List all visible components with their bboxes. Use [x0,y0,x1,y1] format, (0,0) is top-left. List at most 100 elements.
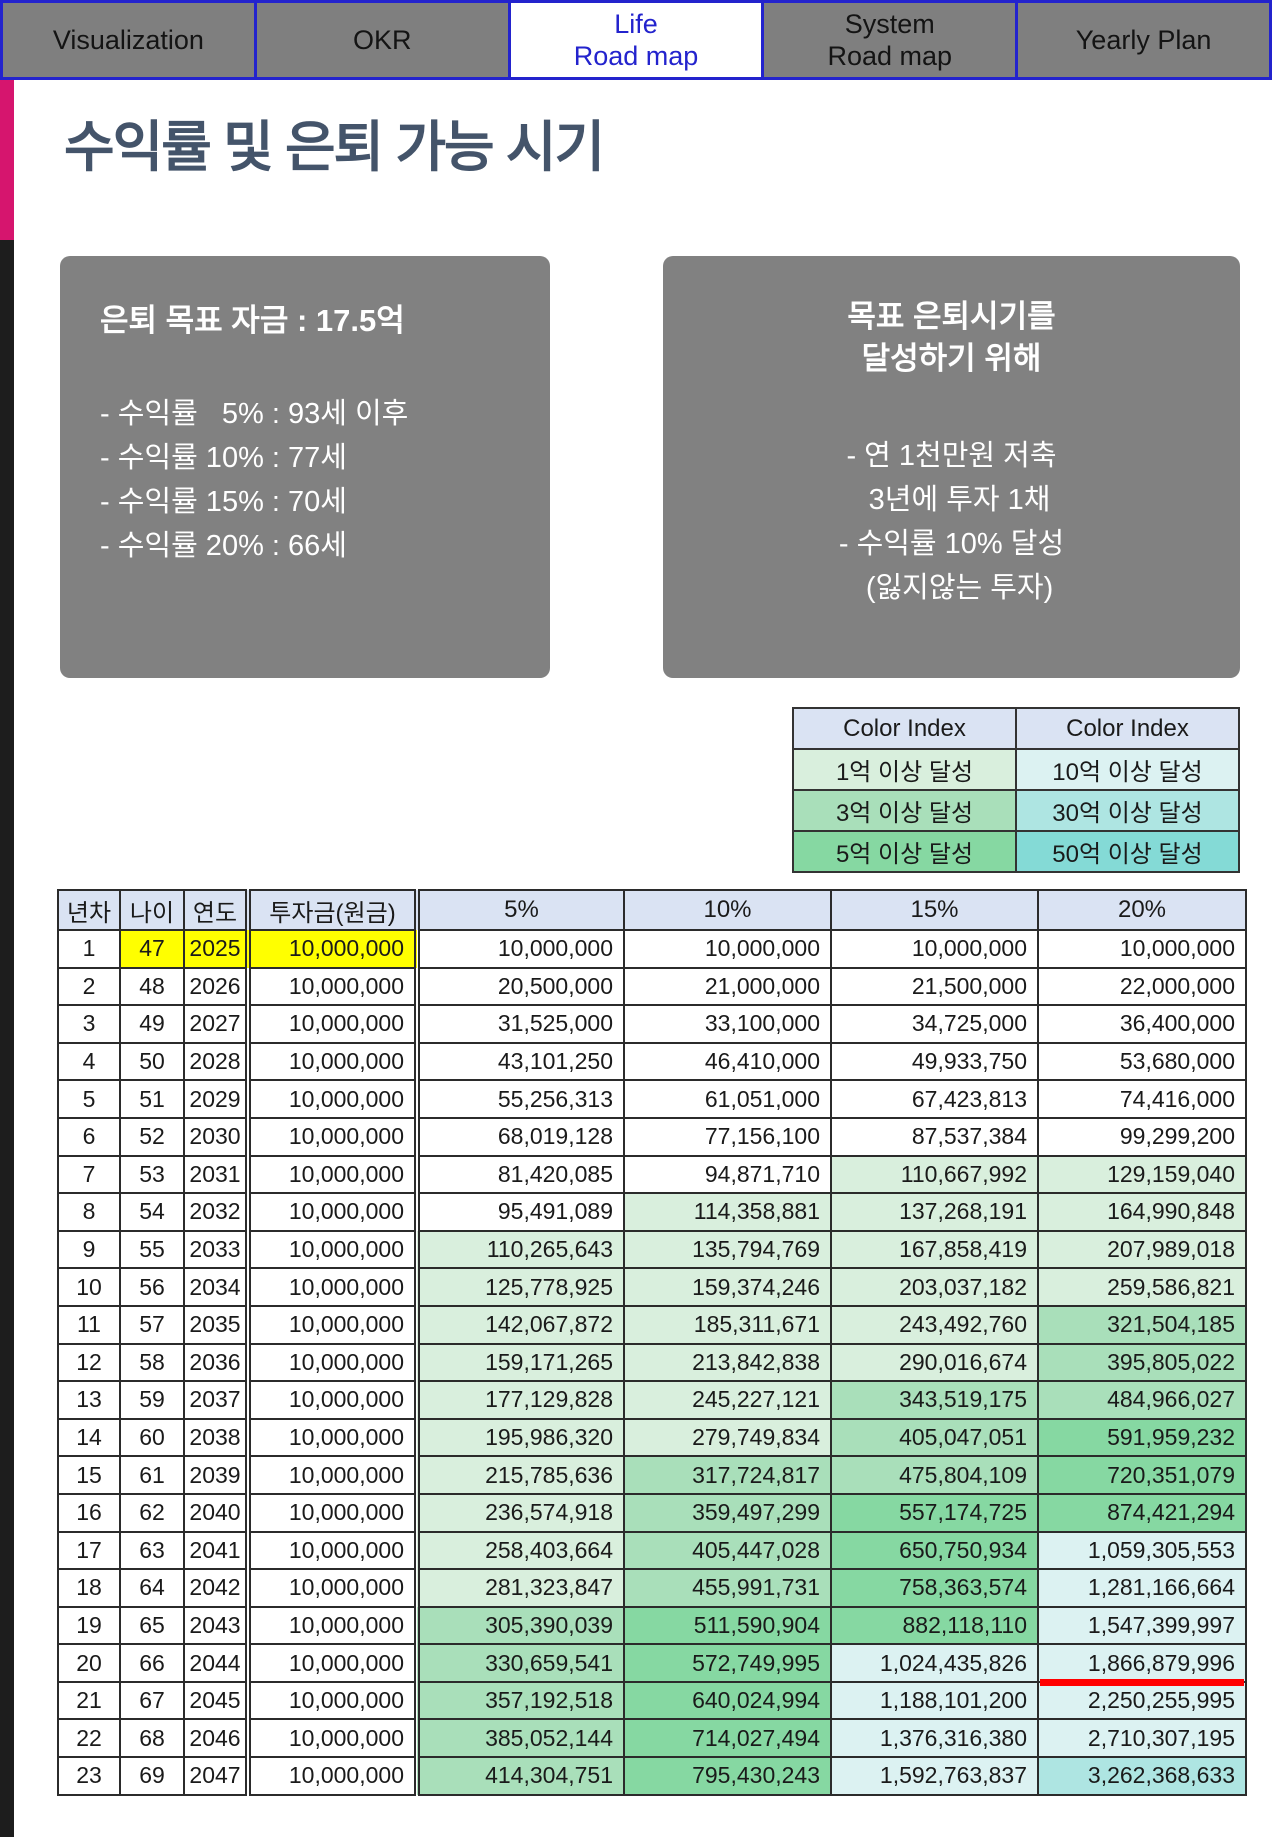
table-cell: 2036 [183,1342,249,1383]
table-cell: 10,000,000 [245,1605,418,1646]
table-cell: 48 [119,966,185,1007]
strategy-box: 목표 은퇴시기를 달성하기 위해 - 연 1천만원 저축 3년에 투자 1채 - 수… [663,256,1240,678]
table-cell: 714,027,494 [623,1718,832,1759]
table-cell: 142,067,872 [414,1304,625,1345]
table-cell: 2035 [183,1304,249,1345]
table-cell: 290,016,674 [830,1342,1039,1383]
tab-life-road-map[interactable]: Life Road map [510,3,765,77]
tab-label: Road map [827,41,953,71]
table-cell: 2043 [183,1605,249,1646]
table-cell: 1,281,166,664 [1037,1568,1247,1608]
strategy-title-line: 목표 은퇴시기를 [847,299,1056,334]
table-cell: 395,805,022 [1037,1342,1247,1383]
table-cell: 8 [57,1192,121,1232]
table-cell: 215,785,636 [414,1455,625,1495]
table-cell: 10,000,000 [245,1304,418,1345]
projection-table-wrap: 년차 나이 연도 투자금(원금) 5% 10% 15% 20% 1 47 2025 10,000,0… [57,889,1247,1796]
table-cell: 46,410,000 [623,1041,832,1082]
table-cell: 207,989,018 [1037,1229,1247,1270]
table-row: 13 59 2037 10,000,000 177,129,828 245,227,121… [57,1380,1247,1420]
table-cell: 7 [57,1154,121,1195]
table-row: 11 57 2035 10,000,000 142,067,872 185,311,671… [57,1304,1247,1345]
table-cell: 10,000,000 [245,1116,418,1157]
table-row: 7 53 2031 10,000,000 81,420,085 94,871,710 110… [57,1154,1247,1195]
retirement-goal-lines: - 수익률 5% : 93세 이후 - 수익률 10% : 77세 - 수익률 15… [100,392,550,568]
table-cell: 51 [119,1079,185,1119]
table-cell: 74,416,000 [1037,1079,1247,1119]
column-header: 15% [830,889,1039,931]
table-cell: 1,059,305,553 [1037,1530,1247,1571]
table-cell: 10,000,000 [245,1342,418,1383]
table-cell: 10,000,000 [245,1455,418,1495]
table-cell: 511,590,904 [623,1605,832,1646]
table-cell: 484,966,027 [1037,1380,1247,1420]
table-row: 5 51 2029 10,000,000 55,256,313 61,051,000 67,… [57,1079,1247,1119]
tab-yearly-plan[interactable]: Yearly Plan [1018,3,1269,77]
table-row: 15 61 2039 10,000,000 215,785,636 317,724,817… [57,1455,1247,1495]
table-cell: 2026 [183,966,249,1007]
table-cell: 10,000,000 [245,1417,418,1458]
table-cell: 10,000,000 [245,1004,418,1044]
tab-system-road-map[interactable]: System Road map [764,3,1019,77]
table-cell: 10,000,000 [245,966,418,1007]
table-cell: 22,000,000 [1037,966,1247,1007]
table-row: 22 68 2046 10,000,000 385,052,144 714,027,494… [57,1718,1247,1759]
goal-line: - 수익률 20% : 66세 [100,530,347,562]
tab-okr[interactable]: OKR [256,3,511,77]
table-cell: 203,037,182 [830,1267,1039,1307]
highlighted-cell: 47 [119,929,185,969]
column-header: 5% [414,889,625,931]
table-cell: 10,000,000 [245,1492,418,1533]
table-cell: 34,725,000 [830,1004,1039,1044]
table-cell: 720,351,079 [1037,1455,1247,1495]
table-cell: 6 [57,1116,121,1157]
table-cell: 10,000,000 [245,1756,418,1796]
table-cell: 1,592,763,837 [830,1756,1039,1796]
table-cell: 10,000,000 [830,929,1039,969]
table-cell: 1 [57,929,121,969]
table-cell: 258,403,664 [414,1530,625,1571]
table-cell: 53 [119,1154,185,1195]
table-cell: 557,174,725 [830,1492,1039,1533]
table-cell: 68,019,128 [414,1116,625,1157]
color-index-header: Color Index [792,707,1017,750]
table-cell: 14 [57,1417,121,1458]
table-cell: 357,192,518 [414,1680,625,1721]
table-cell: 167,858,419 [830,1229,1039,1270]
table-cell: 18 [57,1568,121,1608]
table-row: 4 50 2028 10,000,000 43,101,250 46,410,000 49,… [57,1041,1247,1082]
table-row: 2 48 2026 10,000,000 20,500,000 21,000,000 21,… [57,966,1247,1007]
table-cell: 2045 [183,1680,249,1721]
table-cell: 21,000,000 [623,966,832,1007]
tab-visualization[interactable]: Visualization [3,3,257,77]
table-row: 6 52 2030 10,000,000 68,019,128 77,156,100 87,… [57,1116,1247,1157]
table-cell: 2029 [183,1079,249,1119]
table-cell: 2041 [183,1530,249,1571]
table-cell: 640,024,994 [623,1680,832,1721]
red-underlined-cell: 1,866,879,996 [1037,1643,1247,1687]
table-cell: 55 [119,1229,185,1270]
tab-label: Visualization [52,25,204,55]
table-cell: 3 [57,1004,121,1044]
table-cell: 95,491,089 [414,1192,625,1232]
page-title: 수익률 및 은퇴 가능 시기 [64,116,605,178]
table-cell: 129,159,040 [1037,1154,1247,1195]
table-cell: 54 [119,1192,185,1232]
highlighted-cell: 2025 [183,929,249,969]
retirement-goal-title: 은퇴 목표 자금 : 17.5억 [100,303,405,338]
table-cell: 21,500,000 [830,966,1039,1007]
table-row: 21 67 2045 10,000,000 357,192,518 640,024,994… [57,1680,1247,1721]
goal-line: - 수익률 5% : 93세 이후 [100,398,409,430]
table-cell: 36,400,000 [1037,1004,1247,1044]
table-cell: 195,986,320 [414,1417,625,1458]
table-cell: 52 [119,1116,185,1157]
table-cell: 19 [57,1605,121,1646]
table-cell: 66 [119,1643,185,1683]
table-cell: 4 [57,1041,121,1082]
table-cell: 10,000,000 [245,1192,418,1232]
table-cell: 2028 [183,1041,249,1082]
table-cell: 67 [119,1680,185,1721]
table-cell: 60 [119,1417,185,1458]
table-cell: 125,778,925 [414,1267,625,1307]
tab-label: Road map [573,41,699,71]
